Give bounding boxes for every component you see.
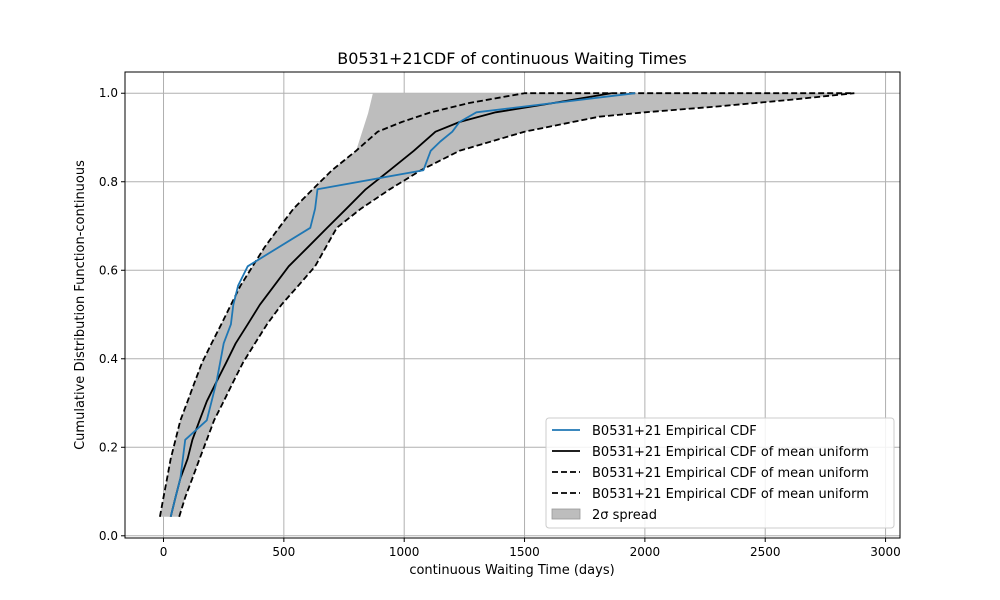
y-tick-label: 0.0	[99, 529, 118, 543]
x-tick-label: 2000	[630, 545, 661, 559]
legend-label: 2σ spread	[592, 508, 657, 523]
legend-label: B0531+21 Empirical CDF of mean uniform	[592, 466, 869, 481]
y-axis-label: Cumulative Distribution Function-continu…	[73, 160, 88, 450]
x-tick-label: 500	[272, 545, 295, 559]
series-layer	[159, 92, 855, 518]
x-tick-label: 0	[160, 545, 168, 559]
plot-frame	[124, 71, 901, 539]
x-tick-label: 3000	[870, 545, 901, 559]
legend-label: B0531+21 Empirical CDF	[592, 424, 757, 439]
legend-label: B0531+21 Empirical CDF of mean uniform	[592, 445, 869, 460]
y-axis-ticks: 0.0 0.2 0.4 0.6 0.8 1.0	[99, 86, 125, 543]
legend-swatch	[551, 508, 581, 520]
x-axis-ticks: 0 500 1000 1500 2000 2500 3000	[160, 538, 901, 559]
y-tick-label: 0.6	[99, 263, 118, 277]
spread-band	[159, 93, 855, 517]
y-tick-label: 0.8	[99, 175, 118, 189]
empirical-cdf-line	[169, 92, 636, 518]
x-tick-label: 1000	[389, 545, 420, 559]
mean-uniform-cdf-line	[169, 92, 612, 518]
x-tick-label: 2500	[750, 545, 781, 559]
legend: B0531+21 Empirical CDF B0531+21 Empirical…	[545, 417, 895, 529]
y-tick-label: 0.2	[99, 440, 118, 454]
x-tick-label: 1500	[509, 545, 540, 559]
band-layer	[159, 93, 855, 517]
legend-box	[545, 417, 895, 529]
legend-label: B0531+21 Empirical CDF of mean uniform	[592, 487, 869, 502]
mean-uniform-bound-line	[159, 92, 855, 517]
y-tick-label: 1.0	[99, 86, 118, 100]
x-axis-label: continuous Waiting Time (days)	[409, 563, 614, 578]
mean-uniform-bound-line	[178, 92, 855, 518]
chart-title: B0531+21CDF of continuous Waiting Times	[337, 49, 686, 68]
y-tick-label: 0.4	[99, 352, 118, 366]
